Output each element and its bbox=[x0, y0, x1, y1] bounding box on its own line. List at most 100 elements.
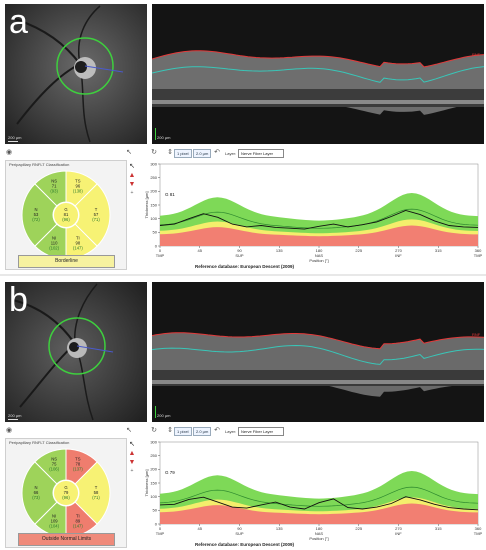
x-tick-label: 135 bbox=[276, 526, 283, 531]
thickness-plot-svg: 0 45 90 135 180 225 270 315 360 0 50 100 150 200 250 30… bbox=[144, 439, 483, 541]
svg-text:T: T bbox=[95, 207, 98, 212]
undo-icon[interactable]: ↶ bbox=[214, 427, 220, 434]
oct-bscan: RNF 200 µm bbox=[152, 282, 484, 422]
svg-text:58: 58 bbox=[94, 490, 99, 495]
sector-g bbox=[53, 202, 79, 228]
pointer-icon[interactable]: ↖ bbox=[129, 163, 135, 170]
eye-icon[interactable]: ◉ bbox=[5, 427, 13, 434]
svg-text:N: N bbox=[34, 207, 37, 212]
fundus-svg: 200 µm bbox=[5, 4, 147, 144]
region-label: TMP bbox=[156, 531, 165, 536]
micron-button[interactable]: 2.0 µm bbox=[193, 149, 212, 158]
scale-icon[interactable]: ⇕ bbox=[167, 149, 173, 156]
sector-pie: T 57 (71) TI 98 (147) NI 110 (102) N 53 (72) NS 71 (93… bbox=[20, 169, 112, 261]
patient-thickness-curve bbox=[159, 210, 479, 230]
sector-label-t: T57(71) bbox=[92, 207, 100, 222]
oct-scale-label: 200 µm bbox=[157, 413, 171, 418]
y-tick-label: 200 bbox=[150, 467, 157, 472]
thickness-plot: 0 45 90 135 180 225 270 315 360 0 50 100 150 200 250 30… bbox=[143, 160, 484, 263]
layer-label: Layer: bbox=[225, 429, 237, 434]
x-tick-label: 360 bbox=[475, 526, 482, 531]
plus-icon[interactable]: + bbox=[130, 190, 134, 196]
reference-database: Reference database: European Descent (20… bbox=[195, 542, 295, 547]
region-label: TMP bbox=[156, 253, 165, 258]
undo-icon[interactable]: ↶ bbox=[214, 149, 220, 156]
svg-text:NS: NS bbox=[51, 456, 57, 461]
svg-text:(106): (106) bbox=[49, 466, 59, 471]
sector-pie-svg: T58(71)TI89(147)NI109(104)N66(73)NS75(10… bbox=[21, 448, 111, 538]
sector-label-t: T58(71) bbox=[92, 485, 100, 500]
oct-toolbar: ↻ ⇕ 1 pixel 2.0 µm ↶ Layer: Nerve Fiber … bbox=[151, 147, 484, 159]
y-tick-label: 250 bbox=[150, 453, 157, 458]
svg-text:TS: TS bbox=[75, 178, 81, 183]
x-axis-label: Position [°] bbox=[309, 258, 328, 263]
thickness-plot: 0 45 90 135 180 225 270 315 360 0 50 100 150 200 250 30… bbox=[143, 438, 484, 541]
classification-verdict: Outside Normal Limits bbox=[18, 533, 115, 546]
scale-icon[interactable]: ⇕ bbox=[167, 427, 173, 434]
normal-mean-line bbox=[159, 486, 479, 507]
svg-text:(138): (138) bbox=[73, 188, 83, 193]
x-tick-label: 315 bbox=[435, 248, 442, 253]
abnormal-band bbox=[160, 503, 478, 524]
y-tick-label: 0 bbox=[155, 243, 158, 248]
region-label: SUP bbox=[235, 531, 244, 536]
arrow-down-icon[interactable]: ▼ bbox=[128, 459, 136, 466]
svg-text:T: T bbox=[95, 485, 98, 490]
y-tick-label: 0 bbox=[155, 521, 158, 526]
plus-icon[interactable]: + bbox=[130, 468, 134, 474]
svg-text:(137): (137) bbox=[73, 466, 83, 471]
x-axis-label: Position [°] bbox=[309, 536, 328, 541]
svg-text:53: 53 bbox=[34, 212, 39, 217]
fundus-scale-label: 200 µm bbox=[8, 135, 22, 140]
arrow-up-icon[interactable]: ▲ bbox=[128, 450, 136, 457]
oct-svg: RNF 200 µm bbox=[152, 4, 484, 144]
x-tick-label: 315 bbox=[435, 526, 442, 531]
x-tick-label: 0 bbox=[159, 526, 162, 531]
refresh-icon[interactable]: ↻ bbox=[151, 149, 157, 156]
svg-text:(147): (147) bbox=[73, 524, 83, 529]
svg-text:75: 75 bbox=[52, 461, 57, 466]
pixel-button[interactable]: 1 pixel bbox=[174, 149, 192, 158]
oct-layer-marker: RNF bbox=[472, 52, 481, 57]
pointer-icon[interactable]: ↖ bbox=[129, 441, 135, 448]
y-tick-label: 300 bbox=[150, 161, 157, 166]
svg-text:71: 71 bbox=[52, 183, 57, 188]
y-tick-label: 50 bbox=[153, 230, 158, 235]
svg-text:(104): (104) bbox=[49, 524, 59, 529]
normal-mean-line bbox=[159, 208, 479, 229]
svg-text:(102): (102) bbox=[49, 246, 59, 251]
svg-text:TI: TI bbox=[76, 236, 80, 241]
svg-text:109: 109 bbox=[51, 519, 59, 524]
y-tick-label: 100 bbox=[150, 494, 157, 499]
y-tick-label: 50 bbox=[153, 508, 158, 513]
y-axis-label: Thickness [µm] bbox=[144, 192, 149, 219]
region-label: TMP bbox=[474, 531, 483, 536]
layer-select[interactable]: Nerve Fiber Layer bbox=[238, 149, 284, 158]
abnormal-band bbox=[160, 225, 478, 246]
x-tick-label: 270 bbox=[395, 526, 402, 531]
arrow-down-icon[interactable]: ▼ bbox=[128, 181, 136, 188]
svg-text:98: 98 bbox=[76, 241, 81, 246]
pixel-button[interactable]: 1 pixel bbox=[174, 427, 192, 436]
side-toolbar: ↖ ▲ ▼ + bbox=[126, 162, 138, 198]
svg-text:(72): (72) bbox=[32, 217, 40, 222]
oct-svg: RNF 200 µm bbox=[152, 282, 484, 422]
micron-button[interactable]: 2.0 µm bbox=[193, 427, 212, 436]
pointer-icon[interactable]: ↖ bbox=[126, 149, 132, 156]
sector-label-n: N53(72) bbox=[32, 207, 40, 222]
region-label: INF bbox=[395, 253, 402, 258]
eye-icon[interactable]: ◉ bbox=[5, 149, 13, 156]
layer-select[interactable]: Nerve Fiber Layer bbox=[238, 427, 284, 436]
arrow-up-icon[interactable]: ▲ bbox=[128, 172, 136, 179]
sector-pie: T 58 (71) TI 89 (147) NI 109 (104) N 66 (73) NS 75 (10… bbox=[20, 447, 112, 539]
refresh-icon[interactable]: ↻ bbox=[151, 427, 157, 434]
layer-label: Layer: bbox=[225, 151, 237, 156]
svg-text:NI: NI bbox=[52, 236, 56, 241]
pointer-icon[interactable]: ↖ bbox=[126, 427, 132, 434]
svg-text:(96): (96) bbox=[62, 495, 70, 500]
